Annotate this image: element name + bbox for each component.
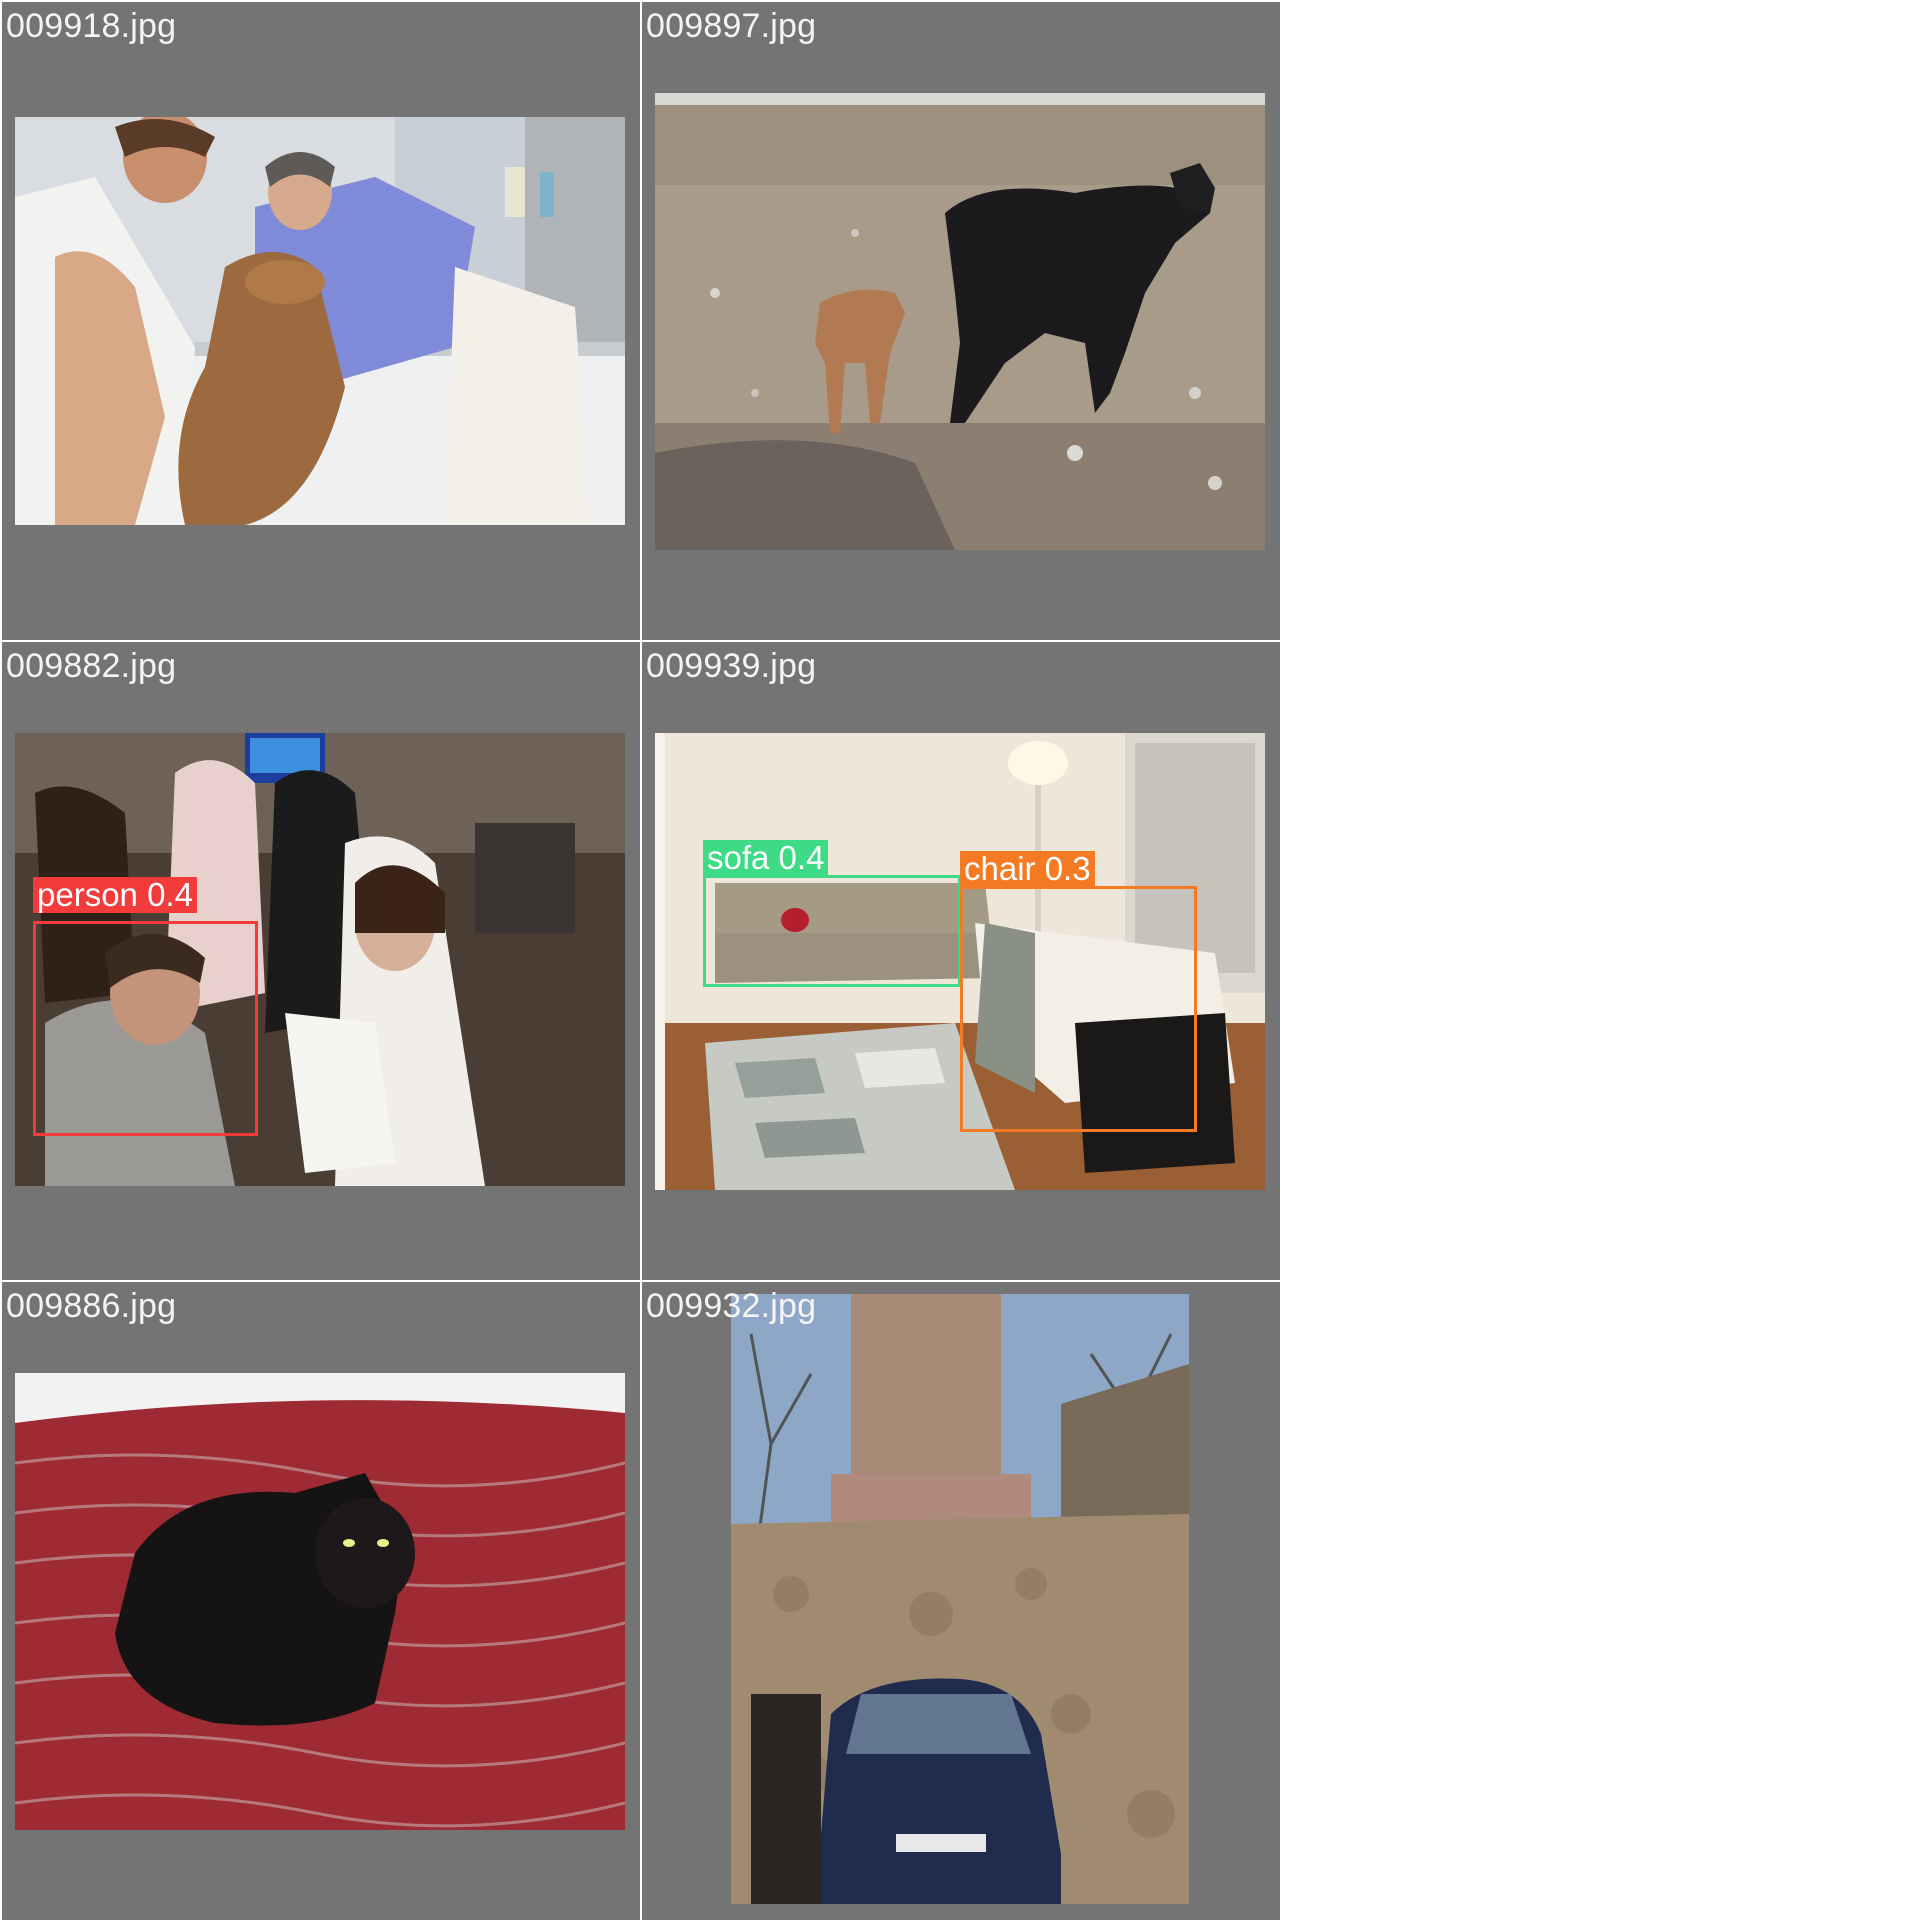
filename-label: 009939.jpg [646,647,817,685]
photo-cat [15,1373,625,1830]
grid-cell-3: 009882.jpg person 0.4 [2,642,640,1280]
photo-living-room-kids [15,733,625,1186]
detection-label-chair: chair 0.3 [960,851,1095,887]
photo-ruin-car [731,1294,1189,1904]
detection-box-person [33,921,258,1136]
filename-label: 009886.jpg [6,1287,177,1325]
filename-label: 009918.jpg [6,7,177,45]
detection-label-person: person 0.4 [33,877,197,913]
filename-label: 009932.jpg [646,1287,817,1325]
detection-box-chair [960,886,1197,1132]
filename-label: 009897.jpg [646,7,817,45]
grid-cell-2: 009897.jpg [642,2,1280,640]
photo-cow-calf [655,93,1265,550]
filename-label: 009882.jpg [6,647,177,685]
grid-cell-1: 009918.jpg [2,2,640,640]
grid-cell-6: 009932.jpg [642,1282,1280,1920]
detection-label-sofa: sofa 0.4 [703,840,829,876]
detection-box-sofa [703,875,961,987]
grid-cell-5: 009886.jpg [2,1282,640,1920]
photo-dog-bath [15,117,625,525]
grid-cell-4: 009939.jpg sof [642,642,1280,1280]
